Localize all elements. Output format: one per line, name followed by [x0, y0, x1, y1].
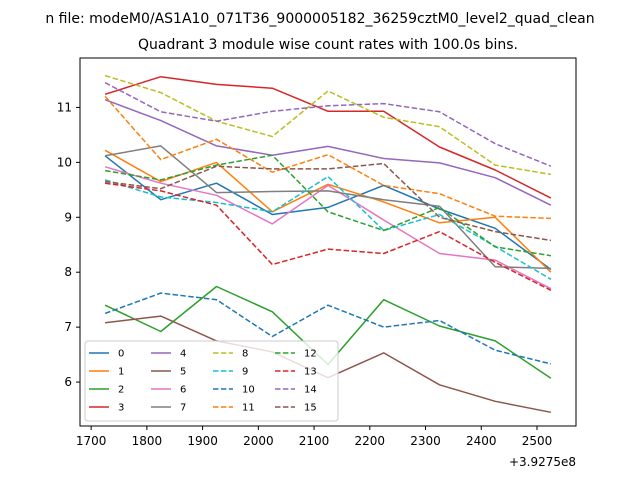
axes-frame — [79, 57, 577, 427]
legend-label-10: 10 — [242, 385, 255, 396]
series-line-12 — [104, 154, 552, 257]
legend-label-15: 15 — [304, 403, 317, 414]
y-tick-label: 10 — [57, 155, 72, 169]
legend-label-7: 7 — [180, 403, 186, 414]
series-line-11 — [104, 95, 551, 220]
series-line-10 — [104, 292, 552, 365]
x-tick-label: 2500 — [522, 434, 553, 448]
figure-suptitle: n file: modeM0/AS1A10_071T36_9000005182_… — [45, 11, 594, 27]
chart-title: Quadrant 3 module wise count rates with … — [138, 37, 518, 53]
x-tick-label: 2000 — [243, 434, 274, 448]
y-tick-label: 8 — [64, 265, 72, 279]
legend-label-5: 5 — [180, 367, 186, 378]
series-line-8 — [104, 74, 552, 176]
legend-label-14: 14 — [304, 385, 317, 396]
x-tick-label: 2200 — [355, 434, 386, 448]
y-tick-label: 7 — [64, 320, 72, 334]
legend-box — [84, 340, 339, 422]
series-line-3 — [104, 75, 552, 199]
legend-label-8: 8 — [242, 349, 248, 360]
legend-label-1: 1 — [118, 367, 124, 378]
series-line-6 — [104, 166, 552, 290]
series-line-15 — [105, 162, 552, 242]
x-tick-label: 1900 — [187, 434, 218, 448]
legend-label-0: 0 — [118, 349, 124, 360]
series-line-13 — [104, 182, 552, 291]
legend-label-11: 11 — [242, 403, 255, 414]
y-tick-label: 11 — [57, 100, 72, 114]
series-line-14 — [104, 82, 552, 167]
x-tick-label: 1700 — [76, 434, 107, 448]
legend-label-6: 6 — [180, 385, 186, 396]
y-tick-label: 9 — [64, 210, 72, 224]
y-tick-label: 6 — [64, 375, 72, 389]
x-tick-label: 2300 — [410, 434, 441, 448]
series-line-0 — [104, 155, 552, 271]
legend-label-9: 9 — [242, 367, 248, 378]
series-line-7 — [104, 145, 551, 270]
legend-label-3: 3 — [118, 403, 124, 414]
legend-label-4: 4 — [180, 349, 186, 360]
series-line-9 — [104, 175, 552, 280]
legend-label-12: 12 — [304, 349, 317, 360]
x-tick-label: 2100 — [299, 434, 330, 448]
series-line-4 — [104, 98, 552, 206]
x-offset-label: +3.9275e8 — [509, 455, 576, 469]
x-tick-label: 1800 — [132, 434, 163, 448]
x-tick-label: 2400 — [466, 434, 497, 448]
legend-label-2: 2 — [118, 385, 124, 396]
legend-label-13: 13 — [304, 367, 317, 378]
axes: 1700 1800 1900 2000 2100 2200 2300 2400 25006789… — [57, 100, 553, 448]
